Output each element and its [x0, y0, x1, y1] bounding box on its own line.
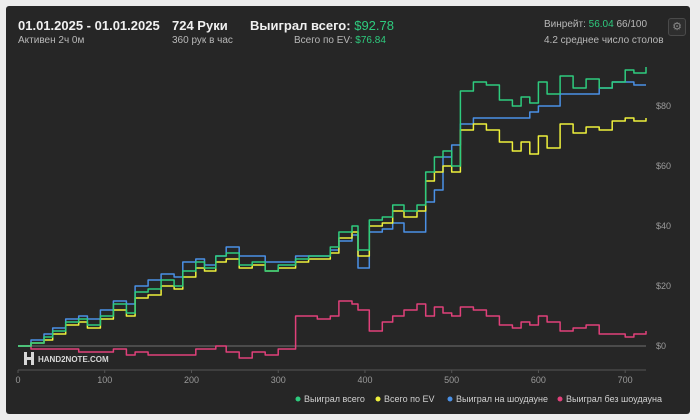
won-total: Выиграл всего: $92.78	[250, 18, 394, 33]
ev-total-label: Всего по EV:	[294, 35, 353, 46]
avg-tables: 4.2 среднее число столов	[544, 35, 664, 46]
x-tick-label: 500	[444, 375, 459, 385]
hands-per-hour: 360 рук в час	[172, 35, 233, 46]
y-tick-label: $20	[656, 281, 671, 291]
series-line-3	[18, 300, 647, 359]
y-tick-label: $60	[656, 161, 671, 171]
won-total-value: $92.78	[354, 18, 394, 33]
series-line-0	[18, 67, 647, 347]
winrate-label: Винрейт:	[544, 19, 586, 30]
winrate: Винрейт: 56.04 66/100	[544, 19, 647, 30]
date-range: 01.01.2025 - 01.01.2025	[18, 18, 160, 33]
legend-label: Выиграл без шоудауна	[566, 394, 662, 404]
y-axis: $0 $20 $40 $60 $80	[656, 101, 671, 351]
x-axis: 0 100 200 300 400 500 600 700	[15, 370, 633, 385]
logo-text: HAND2NOTE.COM	[38, 355, 109, 364]
x-tick-label: 400	[357, 375, 372, 385]
x-tick-label: 700	[618, 375, 633, 385]
hands-count: 724 Руки	[172, 18, 228, 33]
x-tick-label: 600	[531, 375, 546, 385]
series-lines	[18, 67, 647, 359]
gear-icon[interactable]: ⚙	[668, 18, 686, 36]
active-time: Активен 2ч 0м	[18, 35, 85, 46]
legend-marker	[295, 396, 301, 402]
graph-panel: 01.01.2025 - 01.01.2025 Активен 2ч 0м 72…	[6, 6, 690, 414]
won-total-label: Выиграл всего:	[250, 18, 351, 33]
logo: HAND2NOTE.COM	[24, 352, 109, 365]
legend-label: Выиграл на шоудауне	[456, 394, 548, 404]
legend: Выиграл всего Всего по EV Выиграл на шоуда…	[295, 394, 662, 404]
x-tick-label: 0	[15, 375, 20, 385]
winrate-suffix: 66/100	[616, 19, 648, 30]
legend-label: Выиграл всего	[304, 394, 365, 404]
x-tick-label: 300	[271, 375, 286, 385]
y-tick-label: $40	[656, 221, 671, 231]
legend-marker	[375, 396, 381, 402]
series-line-1	[18, 117, 647, 347]
y-tick-label: $80	[656, 101, 671, 111]
x-tick-label: 100	[97, 375, 112, 385]
profit-chart: $0 $20 $40 $60 $80 0 100 200 300 400 500 600 700 HA…	[15, 67, 671, 404]
ev-total-value: $76.84	[355, 35, 386, 46]
series-line-2	[18, 81, 646, 347]
legend-marker	[557, 396, 563, 402]
legend-label: Всего по EV	[384, 394, 434, 404]
y-tick-label: $0	[656, 341, 666, 351]
ev-total: Всего по EV: $76.84	[294, 35, 386, 46]
x-tick-label: 200	[184, 375, 199, 385]
winrate-value: 56.04	[588, 19, 614, 30]
legend-marker	[447, 396, 453, 402]
